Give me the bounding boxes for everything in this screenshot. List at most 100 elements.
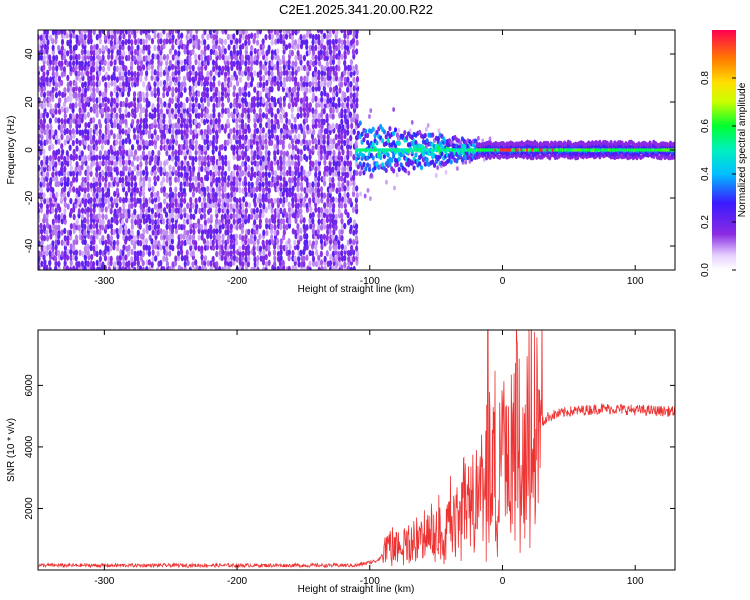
spectrogram-cell bbox=[209, 224, 213, 231]
spectrogram-cell bbox=[119, 65, 123, 73]
spectrogram-cell bbox=[95, 65, 99, 72]
spectrogram-cell bbox=[122, 202, 126, 209]
spectrogram-cell bbox=[186, 117, 190, 125]
spectrogram-cell bbox=[113, 190, 117, 198]
spectrogram-cell bbox=[103, 150, 107, 157]
spectrogram-cell bbox=[49, 202, 53, 209]
spectrogram-cell bbox=[262, 202, 266, 210]
spectrogram-cell bbox=[130, 202, 134, 209]
spectrogram-cell bbox=[74, 234, 78, 241]
spectrogram-cell bbox=[273, 260, 277, 268]
spectrogram-cell bbox=[341, 102, 345, 109]
spectrogram-cell bbox=[185, 96, 189, 104]
spectrogram-cell bbox=[284, 124, 289, 131]
spectrogram-cell bbox=[60, 106, 64, 113]
spectrogram-cell bbox=[62, 191, 66, 198]
spectrogram-cell bbox=[220, 244, 224, 251]
spectrogram-cell bbox=[270, 123, 274, 131]
spectrogram-cell bbox=[346, 212, 350, 219]
spectrogram-cell bbox=[235, 117, 239, 125]
spectrogram-cell bbox=[160, 186, 164, 194]
spectrogram-cell bbox=[200, 176, 204, 184]
spectrogram-cell bbox=[296, 95, 300, 103]
spectrogram-cell bbox=[249, 138, 253, 146]
spectrogram-cell bbox=[113, 87, 117, 94]
spectrogram-cell bbox=[200, 111, 204, 118]
spectrogram-cell bbox=[139, 70, 144, 77]
spectrogram-cell bbox=[293, 76, 298, 83]
spectrogram-cell bbox=[136, 155, 140, 162]
spectrogram-cell bbox=[320, 96, 324, 103]
spectrogram-cell bbox=[267, 192, 271, 200]
spectrogram-cell bbox=[42, 102, 47, 109]
spectrogram-cell bbox=[145, 97, 149, 104]
spectrogram-cell bbox=[247, 249, 251, 256]
spectrogram-cell bbox=[206, 201, 210, 209]
spectrogram-cell bbox=[218, 191, 222, 198]
spectrogram-cell bbox=[69, 266, 73, 270]
spectrogram-cell bbox=[101, 219, 105, 226]
spectrogram-cell bbox=[331, 30, 336, 35]
spectrogram-cell bbox=[112, 228, 116, 236]
spectrogram-cell bbox=[331, 176, 335, 184]
spectrogram-cell bbox=[203, 228, 208, 235]
spectrogram-cell bbox=[127, 153, 131, 161]
spectrogram-cell bbox=[144, 128, 148, 135]
spectrogram-cell bbox=[279, 169, 283, 177]
spectrogram-cell bbox=[235, 185, 239, 193]
spectrogram-cell bbox=[221, 192, 225, 199]
spectrogram-cell bbox=[130, 239, 134, 246]
spectrogram-cell bbox=[165, 124, 169, 131]
spectrogram-cell bbox=[206, 228, 211, 235]
spectrogram-cell bbox=[151, 249, 155, 256]
spectrogram-cell bbox=[191, 76, 195, 83]
spectrogram-cell bbox=[83, 134, 88, 141]
spectrogram-cell bbox=[92, 213, 96, 220]
spectrogram-cell bbox=[317, 206, 321, 214]
spectrogram-cell bbox=[239, 30, 243, 35]
spectrogram-cell bbox=[95, 97, 99, 104]
spectrogram-cell bbox=[355, 245, 359, 252]
spectrogram-cell bbox=[92, 234, 96, 242]
spectrogram-cell bbox=[51, 107, 55, 115]
spectrogram-cell bbox=[191, 250, 195, 257]
spectrogram-cell bbox=[253, 86, 257, 93]
spectrogram-cell bbox=[418, 129, 422, 135]
spectrogram-cell bbox=[38, 240, 41, 247]
spectrogram-cell bbox=[69, 234, 73, 241]
spectrogram-cell bbox=[69, 65, 73, 72]
spectrogram-cell bbox=[226, 192, 230, 199]
spectrogram-cell bbox=[157, 240, 161, 247]
spectrogram-cell bbox=[238, 49, 243, 56]
spectrogram-cell bbox=[122, 207, 126, 214]
spectrogram-cell bbox=[75, 218, 79, 226]
spectrogram-cell bbox=[121, 60, 125, 67]
spectrogram-cell bbox=[350, 116, 354, 124]
spectrogram-cell bbox=[294, 55, 298, 62]
spectrogram-cell bbox=[60, 160, 64, 168]
spectrogram-cell bbox=[165, 245, 169, 252]
spectrogram-cell bbox=[348, 30, 353, 36]
spectrogram-cell bbox=[267, 250, 271, 257]
spectrogram-cell bbox=[244, 207, 248, 215]
spectrogram-cell bbox=[464, 159, 468, 165]
spectrogram-cell bbox=[83, 30, 87, 34]
spectrogram-cell bbox=[191, 182, 195, 189]
spectrogram-cell bbox=[261, 239, 265, 246]
spectrogram-cell bbox=[156, 102, 160, 109]
spectrogram-cell bbox=[60, 212, 64, 220]
spectrogram-cell bbox=[186, 218, 190, 225]
spectrogram-cell bbox=[101, 159, 105, 167]
spectrogram-cell bbox=[54, 59, 58, 66]
spectrogram-cell bbox=[328, 97, 333, 104]
spectrogram-cell bbox=[252, 101, 256, 109]
spectrogram-cell bbox=[159, 166, 163, 173]
spectrogram-cell bbox=[331, 38, 335, 46]
spectrogram-cell bbox=[401, 133, 405, 139]
spectrogram-cell bbox=[226, 223, 230, 231]
spectrogram-cell bbox=[221, 101, 225, 109]
spectrogram-cell bbox=[317, 85, 321, 92]
spectrogram-cell bbox=[276, 118, 280, 126]
spectrogram-cell bbox=[226, 107, 230, 114]
spectrogram-cell bbox=[272, 249, 277, 256]
